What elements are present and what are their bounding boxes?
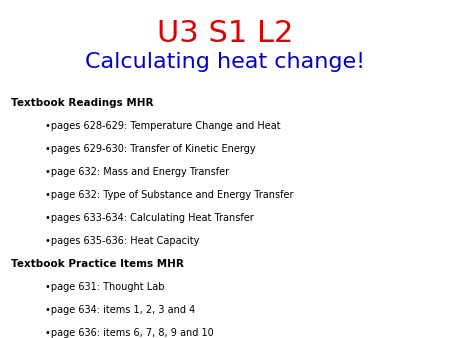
Text: Textbook Readings MHR: Textbook Readings MHR bbox=[11, 98, 154, 108]
Text: •pages 629-630: Transfer of Kinetic Energy: •pages 629-630: Transfer of Kinetic Ener… bbox=[45, 144, 256, 154]
Text: Textbook Practice Items MHR: Textbook Practice Items MHR bbox=[11, 259, 184, 269]
Text: •page 632: Mass and Energy Transfer: •page 632: Mass and Energy Transfer bbox=[45, 167, 229, 177]
Text: U3 S1 L2: U3 S1 L2 bbox=[157, 19, 293, 48]
Text: •page 631: Thought Lab: •page 631: Thought Lab bbox=[45, 282, 165, 292]
Text: Calculating heat change!: Calculating heat change! bbox=[85, 52, 365, 72]
Text: •pages 628-629: Temperature Change and Heat: •pages 628-629: Temperature Change and H… bbox=[45, 121, 281, 131]
Text: •page 634: items 1, 2, 3 and 4: •page 634: items 1, 2, 3 and 4 bbox=[45, 305, 195, 315]
Text: •pages 633-634: Calculating Heat Transfer: •pages 633-634: Calculating Heat Transfe… bbox=[45, 213, 254, 223]
Text: •page 636: items 6, 7, 8, 9 and 10: •page 636: items 6, 7, 8, 9 and 10 bbox=[45, 328, 214, 338]
Text: •page 632: Type of Substance and Energy Transfer: •page 632: Type of Substance and Energy … bbox=[45, 190, 293, 200]
Text: •pages 635-636: Heat Capacity: •pages 635-636: Heat Capacity bbox=[45, 236, 199, 246]
